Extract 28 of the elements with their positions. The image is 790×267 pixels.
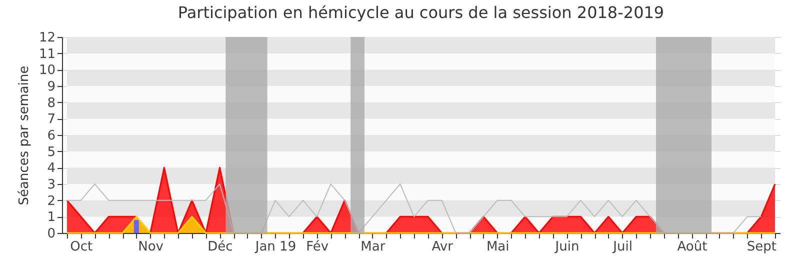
x-tick-label: Jan 19 — [254, 240, 296, 254]
x-tick-label: Nov — [138, 240, 164, 254]
x-tick-label: Juin — [554, 240, 580, 254]
y-tick-label: 6 — [47, 128, 56, 144]
x-tick-label: Fév — [306, 240, 329, 254]
y-tick-label: 7 — [47, 112, 56, 128]
y-tick-label: 1 — [47, 210, 56, 226]
y-axis-title: Séances par semaine — [16, 66, 32, 206]
x-tick-label: Sept — [746, 240, 776, 254]
y-tick-label: 2 — [47, 194, 56, 209]
y-tick-label: 12 — [38, 30, 56, 46]
y-tick-label: 0 — [47, 226, 56, 242]
line-series — [66, 184, 762, 234]
y-tick-label: 5 — [47, 144, 56, 160]
y-tick-label: 3 — [47, 178, 56, 192]
y-tick-label: 8 — [47, 96, 56, 111]
chart-title: Participation en hémicycle au cours de la session 2018-2019 — [178, 3, 664, 22]
y-tick-label: 9 — [47, 80, 56, 94]
y-tick-label: 4 — [47, 161, 56, 176]
y-tick-label: 11 — [38, 46, 56, 62]
x-tick-label: Avr — [432, 240, 454, 254]
x-tick-label: Août — [677, 240, 708, 254]
x-tick-label: Juil — [612, 240, 632, 254]
x-tick-label: Mai — [486, 240, 510, 254]
y-tick-label: 10 — [38, 63, 56, 78]
x-tick-label: Oct — [70, 240, 93, 254]
x-tick-label: Déc — [208, 240, 233, 254]
x-tick-label: Mar — [360, 240, 386, 254]
